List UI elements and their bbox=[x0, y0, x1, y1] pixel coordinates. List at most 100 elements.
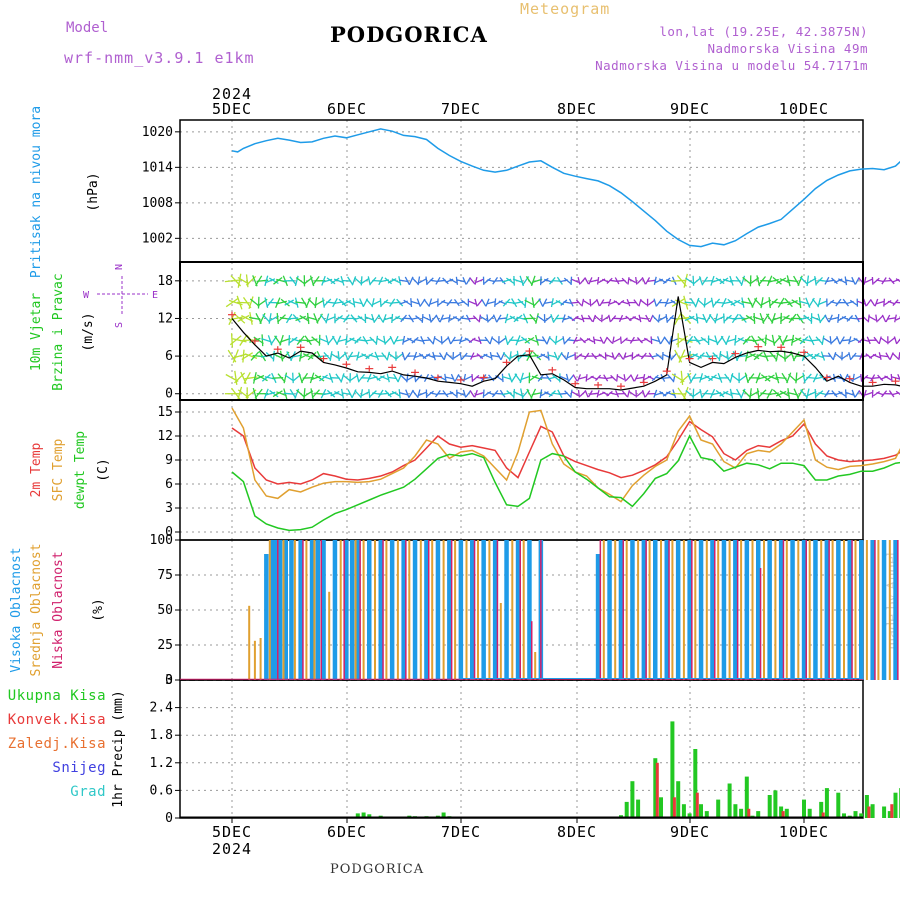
wind-arrow bbox=[764, 334, 767, 346]
wind-arrow bbox=[775, 277, 787, 285]
cloud-bar-0 bbox=[504, 540, 509, 680]
wind-arrow bbox=[228, 316, 243, 321]
wind-arrow bbox=[418, 278, 427, 284]
wind-arrow bbox=[421, 314, 424, 323]
y-tick-label: 3 bbox=[165, 673, 173, 688]
wind-arrow bbox=[524, 336, 535, 344]
wind-arrow bbox=[471, 374, 474, 382]
wind-arrow bbox=[611, 336, 615, 345]
wind-arrow bbox=[865, 299, 872, 307]
cloud-bar-0 bbox=[824, 540, 830, 680]
wind-arrow bbox=[483, 277, 492, 284]
precip-bar-0 bbox=[767, 795, 772, 818]
wind-arrow bbox=[636, 390, 644, 397]
cloud-bar-0 bbox=[836, 540, 841, 680]
cloud-bar-1 bbox=[774, 540, 777, 680]
wind-arrow bbox=[719, 277, 729, 285]
wind-arrow bbox=[277, 373, 286, 383]
wind-arrow bbox=[806, 352, 817, 360]
wind-arrow bbox=[571, 315, 579, 322]
cloud-bar-1 bbox=[740, 540, 743, 680]
cloud-bar-1 bbox=[339, 540, 342, 680]
cloud-bar-2 bbox=[897, 540, 899, 680]
wind-arrow bbox=[734, 335, 737, 346]
wind-arrow bbox=[335, 373, 343, 383]
wind-arrow bbox=[641, 277, 646, 285]
wind-arrow bbox=[704, 299, 713, 306]
cloud-bar-0 bbox=[289, 540, 294, 680]
footer-city: PODGORICA bbox=[330, 862, 425, 877]
wind-arrow bbox=[633, 299, 639, 306]
wind-arrow bbox=[544, 315, 553, 322]
wind-arrow bbox=[888, 337, 896, 344]
wind-arrow bbox=[865, 278, 873, 283]
wind-arrow bbox=[800, 389, 808, 399]
wind-arrow bbox=[760, 374, 771, 382]
wind-arrow bbox=[837, 315, 847, 322]
wind-arrow bbox=[506, 277, 515, 285]
precip-bar-0 bbox=[864, 795, 869, 818]
wind-arrow bbox=[519, 372, 524, 384]
wind-arrow bbox=[625, 374, 632, 382]
wind-arrow bbox=[357, 339, 367, 342]
cloud-bar-2 bbox=[473, 540, 476, 680]
wind-arrow bbox=[589, 298, 592, 307]
wind-arrow bbox=[408, 314, 415, 323]
precip-legend-0: Ukupna Kisa bbox=[8, 688, 106, 704]
high-cloud-axis-label: Visoka Oblacnost bbox=[9, 547, 24, 672]
wind-arrow bbox=[645, 314, 651, 323]
wind-arrow bbox=[402, 317, 412, 320]
wind-arrow bbox=[538, 298, 544, 307]
wind-arrow bbox=[275, 297, 281, 308]
wind-arrow bbox=[726, 338, 737, 343]
wind-arrow bbox=[474, 298, 478, 307]
wind-arrow bbox=[714, 313, 719, 324]
cloud-bar-2 bbox=[302, 540, 304, 680]
wind-arrow bbox=[613, 338, 621, 343]
wind-arrow bbox=[895, 317, 900, 321]
wind-arrow bbox=[834, 352, 843, 360]
wind-arrow bbox=[803, 314, 813, 323]
wind-arrow bbox=[356, 351, 360, 361]
wind-arrow bbox=[872, 390, 880, 397]
wind-arrow bbox=[621, 277, 628, 284]
wind-arrow bbox=[692, 275, 695, 286]
cloud-bar-0 bbox=[515, 540, 521, 680]
wind-arrow bbox=[412, 351, 418, 361]
wind-arrow bbox=[272, 350, 275, 362]
wind-arrow bbox=[587, 315, 594, 322]
wind-arrow bbox=[498, 317, 507, 320]
wind-arrow bbox=[636, 376, 644, 380]
wind-arrow bbox=[485, 298, 490, 307]
wind-arrow bbox=[712, 352, 721, 361]
wind-arrow bbox=[617, 375, 625, 381]
wind-arrow bbox=[591, 352, 598, 360]
cloud-bar-0 bbox=[756, 540, 761, 680]
wind-arrow bbox=[487, 315, 495, 322]
cloud-bar-1 bbox=[534, 652, 537, 680]
cloud-bar-1 bbox=[259, 638, 262, 680]
wind-arrow bbox=[364, 316, 374, 321]
wind-arrow bbox=[775, 350, 780, 362]
wind-arrow bbox=[524, 299, 535, 306]
wind-arrow bbox=[893, 336, 898, 345]
wind-arrow bbox=[648, 352, 655, 360]
cloud-bar-2 bbox=[540, 540, 542, 680]
wind-arrow bbox=[299, 353, 310, 360]
wind-arrow bbox=[556, 276, 563, 285]
wind-arrow bbox=[476, 299, 483, 307]
wind-arrow bbox=[445, 376, 454, 380]
wind-arrow bbox=[224, 279, 240, 283]
cloud-bar-0 bbox=[790, 540, 795, 680]
wind-arrow bbox=[741, 316, 753, 321]
wind-arrow bbox=[326, 315, 336, 321]
cloud-bar-1 bbox=[522, 540, 525, 680]
wind-arrow bbox=[888, 390, 895, 398]
wind-arrow bbox=[791, 337, 802, 344]
y-tick-label: 15 bbox=[157, 405, 173, 420]
cloud-bar-1 bbox=[785, 540, 788, 680]
wind-arrow bbox=[745, 353, 756, 359]
wind-arrow bbox=[277, 314, 286, 323]
cloud-bar-0 bbox=[269, 540, 275, 680]
wind-arrow bbox=[306, 312, 310, 325]
